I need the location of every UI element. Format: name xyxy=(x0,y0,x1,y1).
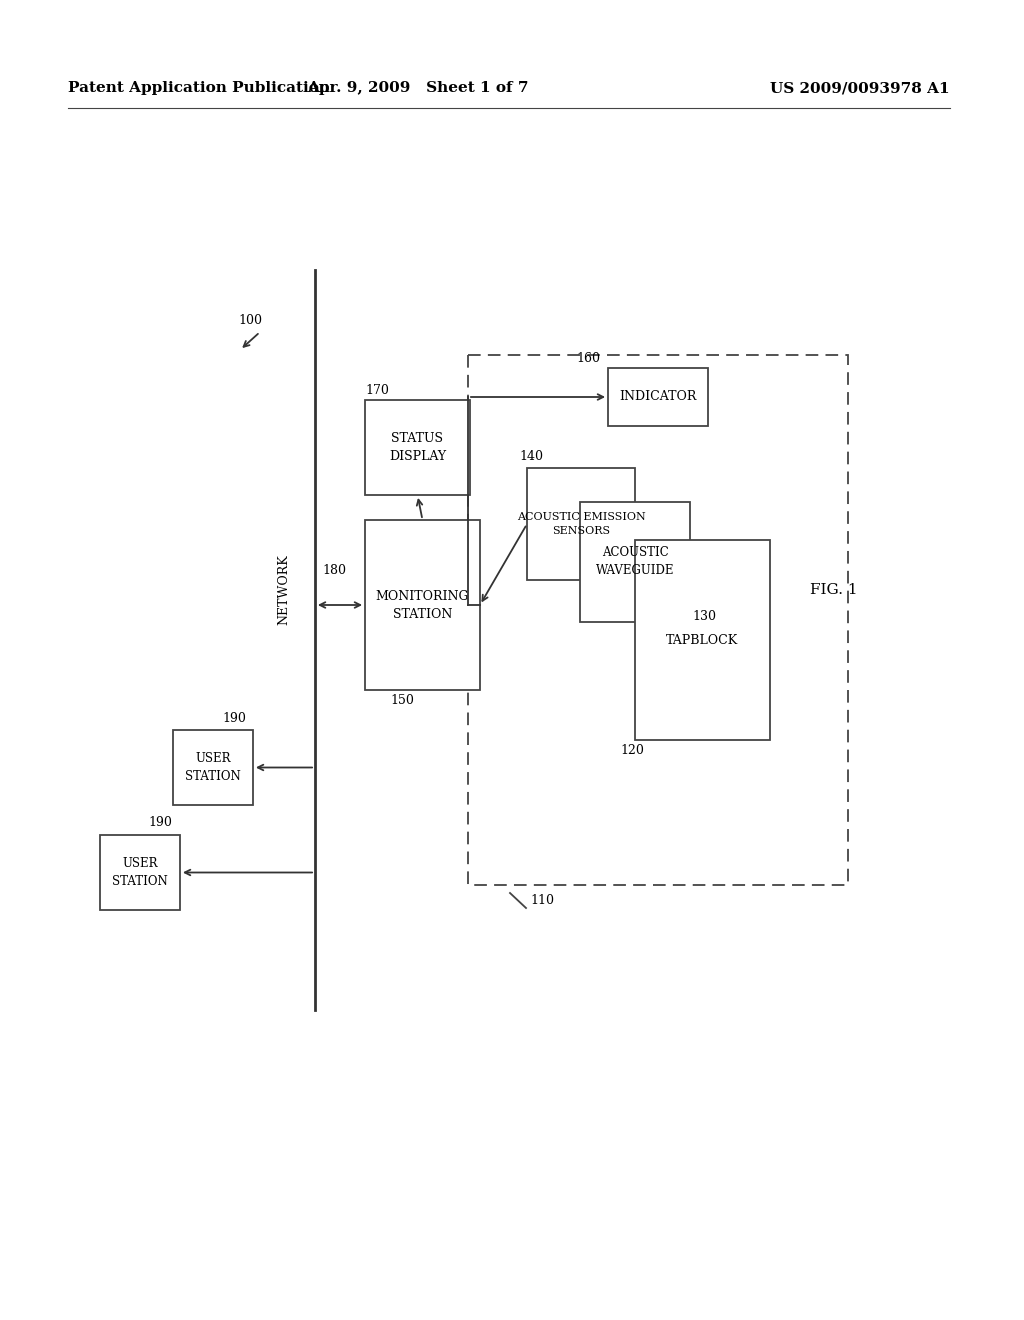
Bar xyxy=(468,355,848,884)
Text: Patent Application Publication: Patent Application Publication xyxy=(68,81,330,95)
Bar xyxy=(608,368,708,426)
Bar xyxy=(365,520,480,690)
Text: NETWORK: NETWORK xyxy=(278,554,291,626)
Text: 140: 140 xyxy=(519,450,543,463)
Text: 190: 190 xyxy=(148,817,172,829)
Text: INDICATOR: INDICATOR xyxy=(620,391,696,404)
Text: US 2009/0093978 A1: US 2009/0093978 A1 xyxy=(770,81,950,95)
Text: FIG. 1: FIG. 1 xyxy=(810,583,858,597)
Text: USER
STATION: USER STATION xyxy=(112,857,168,888)
Text: 190: 190 xyxy=(222,711,246,725)
Bar xyxy=(635,540,770,741)
Bar xyxy=(527,469,635,579)
Text: ACOUSTIC EMISSION
SENSORS: ACOUSTIC EMISSION SENSORS xyxy=(517,512,645,536)
Bar xyxy=(580,502,690,622)
Text: MONITORING
STATION: MONITORING STATION xyxy=(376,590,469,620)
Text: STATUS
DISPLAY: STATUS DISPLAY xyxy=(389,432,446,463)
Text: 160: 160 xyxy=(575,351,600,364)
Text: 110: 110 xyxy=(530,894,554,907)
Bar xyxy=(173,730,253,805)
Text: ACOUSTIC
WAVEGUIDE: ACOUSTIC WAVEGUIDE xyxy=(596,546,674,578)
Text: 130: 130 xyxy=(692,610,716,623)
Text: 170: 170 xyxy=(365,384,389,396)
Text: 180: 180 xyxy=(322,564,346,577)
Text: Apr. 9, 2009   Sheet 1 of 7: Apr. 9, 2009 Sheet 1 of 7 xyxy=(307,81,528,95)
Text: 120: 120 xyxy=(620,743,644,756)
Text: 150: 150 xyxy=(390,693,414,706)
Bar xyxy=(100,836,180,909)
Text: USER
STATION: USER STATION xyxy=(185,752,241,783)
Bar xyxy=(365,400,470,495)
Text: TAPBLOCK: TAPBLOCK xyxy=(667,634,738,647)
Text: 100: 100 xyxy=(238,314,262,326)
